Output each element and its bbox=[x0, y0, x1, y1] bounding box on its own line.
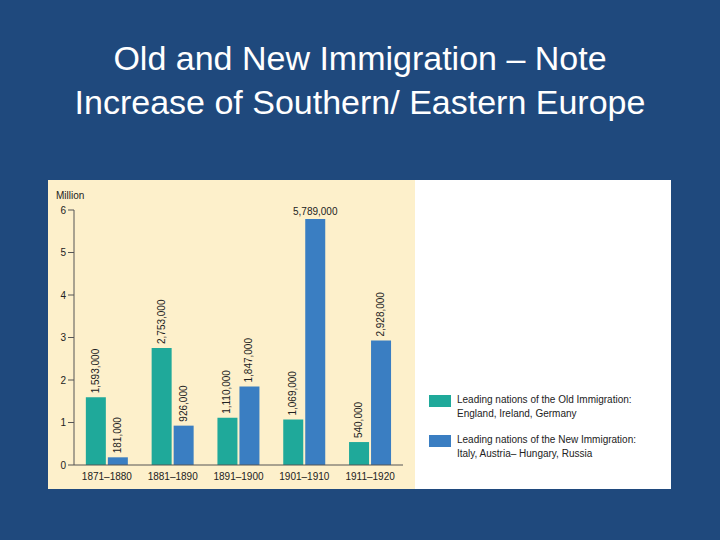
svg-text:1,593,000: 1,593,000 bbox=[90, 348, 101, 393]
svg-text:926,000: 926,000 bbox=[178, 385, 189, 422]
svg-text:5: 5 bbox=[60, 247, 66, 258]
svg-text:1911–1920: 1911–1920 bbox=[345, 471, 395, 482]
html-text:Leading nations of the New Imm: Leading nations of the New Immigration: … bbox=[457, 434, 636, 459]
svg-text:4: 4 bbox=[60, 290, 66, 301]
svg-text:0: 0 bbox=[60, 460, 66, 471]
svg-text:1,069,000: 1,069,000 bbox=[287, 371, 298, 416]
svg-text:1891–1900: 1891–1900 bbox=[213, 471, 263, 482]
svg-text:5,789,000: 5,789,000 bbox=[293, 206, 338, 217]
svg-text:3: 3 bbox=[60, 332, 66, 343]
svg-text:1901–1910: 1901–1910 bbox=[279, 471, 329, 482]
svg-text:2: 2 bbox=[60, 375, 66, 386]
html-text:Old and New Immigration – Note: Old and New Immigration – Note Increase … bbox=[74, 39, 646, 121]
svg-text:2,928,000: 2,928,000 bbox=[375, 292, 386, 337]
svg-text:1881–1890: 1881–1890 bbox=[148, 471, 198, 482]
svg-text:540,000: 540,000 bbox=[353, 401, 364, 438]
svg-text:1,847,000: 1,847,000 bbox=[243, 338, 254, 383]
html-text:Leading nations of the Old Imm: Leading nations of the Old Immigration: … bbox=[457, 394, 632, 419]
svg-text:1,110,000: 1,110,000 bbox=[221, 370, 232, 414]
svg-text:181,000: 181,000 bbox=[112, 417, 123, 454]
svg-text:6: 6 bbox=[60, 205, 66, 216]
html-text:Million: Million bbox=[56, 190, 85, 201]
svg-text:1: 1 bbox=[60, 417, 66, 428]
svg-text:2,753,000: 2,753,000 bbox=[156, 299, 167, 344]
svg-text:1871–1880: 1871–1880 bbox=[82, 471, 132, 482]
